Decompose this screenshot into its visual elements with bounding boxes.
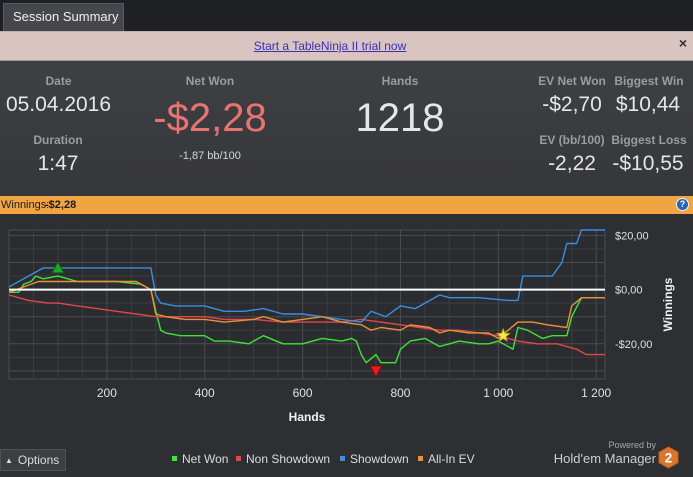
options-label: Options (17, 453, 60, 467)
y-tick-label: $0,00 (615, 285, 643, 297)
y-tick-label: $20,00 (615, 230, 649, 242)
close-icon[interactable]: × (678, 35, 687, 51)
stats-panel: Date 05.04.2016 Duration 1:47 Net Won -$… (0, 61, 693, 196)
winnings-chart-area: 200 400 600 800 1 000 1 200 $20,00 $0,00 -$20,00… (0, 214, 693, 477)
series-line-non-showdown (8, 294, 605, 356)
biggest-win-label: Biggest Win (614, 74, 684, 88)
tab-bar: Session Summary (0, 0, 693, 31)
x-tick-label: 600 (293, 386, 313, 400)
plot-area (8, 229, 606, 380)
legend-swatch (172, 456, 177, 462)
tab-session-summary[interactable]: Session Summary (3, 3, 124, 31)
x-tick-label: 200 (97, 386, 117, 400)
trial-link[interactable]: Start a TableNinja II trial now (253, 39, 407, 53)
legend-swatch (340, 456, 345, 462)
chart-legend: Net Won Non Showdown Showdown All-In EV (0, 452, 693, 468)
series-line-all-in-ev (8, 280, 605, 340)
date-value: 05.04.2016 (5, 93, 112, 116)
brand: Powered by Hold'em Manager (553, 440, 656, 470)
legend-label: Net Won (182, 452, 229, 466)
options-button[interactable]: ▲ Options (0, 449, 66, 471)
legend-non-showdown[interactable]: Non Showdown (236, 452, 330, 466)
x-tick-label: 1 200 (581, 386, 611, 400)
hands-label: Hands (381, 74, 419, 88)
x-tick-label: 800 (390, 386, 410, 400)
duration-label: Duration (33, 133, 83, 147)
biggest-loss-label: Biggest Loss (611, 133, 687, 147)
ev-net-won-label: EV Net Won (538, 74, 606, 88)
legend-showdown[interactable]: Showdown (340, 452, 409, 466)
legend-swatch (418, 456, 423, 462)
hm2-logo-icon: 2 (658, 446, 679, 469)
y-tick-label: -$20,00 (615, 339, 652, 351)
x-axis-label: Hands (289, 410, 326, 424)
net-won-label: Net Won (185, 74, 235, 88)
hands-value: 1218 (355, 96, 445, 140)
legend-label: Non Showdown (246, 452, 331, 466)
winnings-value: -$2,28 (45, 199, 77, 211)
legend-label: Showdown (350, 452, 409, 466)
trial-banner: Start a TableNinja II trial now × (0, 31, 693, 61)
max-marker-icon (51, 260, 65, 274)
min-marker-icon (369, 365, 383, 378)
winnings-chart: 200 400 600 800 1 000 1 200 $20,00 $0,00 -$20,00… (8, 229, 675, 424)
chevron-up-icon: ▲ (5, 456, 13, 465)
legend-swatch (236, 456, 241, 462)
brand-name: Hold'em Manager (553, 451, 656, 466)
powered-by: Powered by (608, 440, 656, 450)
legend-label: All-In EV (428, 452, 475, 466)
net-won-value: -$2,28 (153, 96, 267, 140)
help-icon[interactable]: ? (676, 198, 689, 211)
biggest-win-value: $10,44 (615, 93, 681, 116)
date-label: Date (45, 74, 72, 88)
winnings-label: Winnings: (1, 199, 50, 211)
y-axis-label: Winnings (661, 277, 675, 331)
star-marker-icon (495, 327, 511, 343)
legend-all-in-ev[interactable]: All-In EV (418, 452, 475, 466)
biggest-loss-value: -$10,55 (612, 152, 684, 175)
ev-bb100-label: EV (bb/100) (539, 133, 605, 147)
winnings-header: Winnings: -$2,28 ? (0, 196, 693, 214)
ev-net-won-value: -$2,70 (542, 93, 602, 116)
x-tick-label: 400 (195, 386, 215, 400)
x-tick-label: 1 000 (483, 386, 513, 400)
ev-bb100-value: -2,22 (548, 152, 596, 175)
logo-number: 2 (665, 450, 672, 465)
bb100-value: -1,87 bb/100 (179, 150, 241, 162)
duration-value: 1:47 (37, 152, 79, 175)
legend-net-won[interactable]: Net Won (172, 452, 228, 466)
